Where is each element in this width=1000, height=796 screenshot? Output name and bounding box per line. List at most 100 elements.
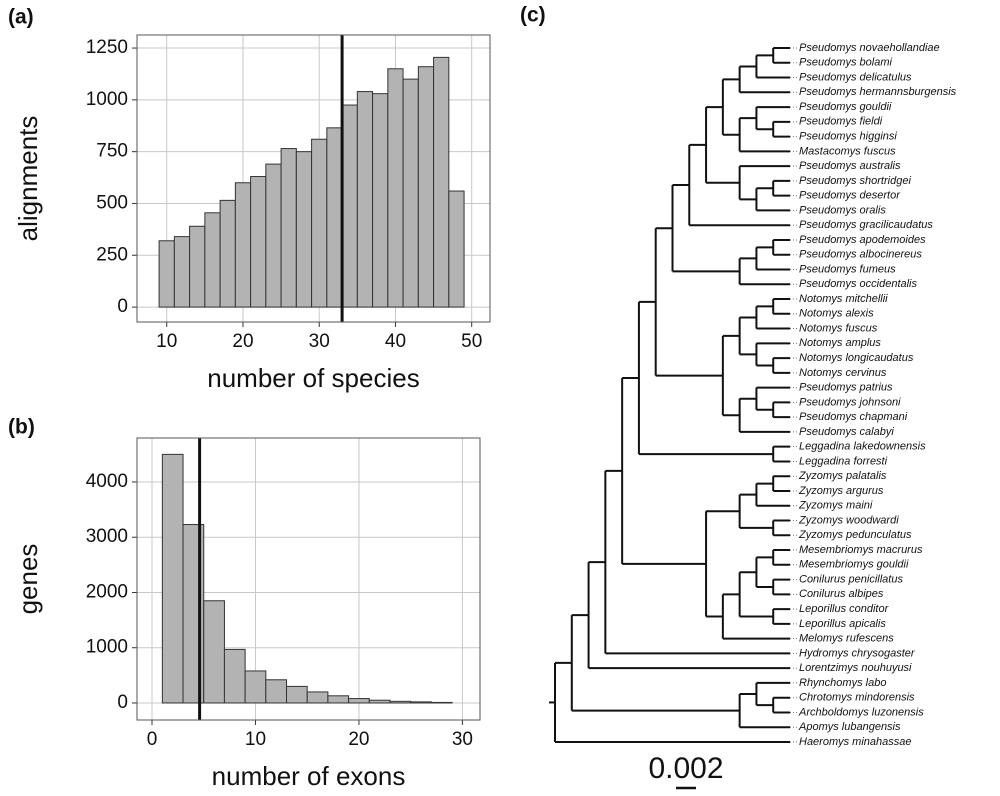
bar xyxy=(387,68,404,308)
panel-label: (a) xyxy=(8,6,34,29)
scale-label: 0.002 xyxy=(648,752,723,785)
leaf-label: Pseudomys albocinereus xyxy=(799,249,922,261)
x-axis-title: number of species xyxy=(207,363,419,393)
leaf-label: Pseudomys chapmani xyxy=(799,411,908,423)
y-tick-label: 0 xyxy=(117,692,128,713)
leaf-label: Notomys alexis xyxy=(799,308,874,320)
x-tick-label: 0 xyxy=(147,729,158,750)
bar xyxy=(234,182,252,308)
bar xyxy=(433,56,450,308)
bar xyxy=(326,127,343,308)
leaf-label: Chrotomys mindorensis xyxy=(799,692,915,704)
bar xyxy=(280,148,297,308)
bar xyxy=(295,151,313,308)
bar xyxy=(327,695,350,704)
leaf-label: Pseudomys apodemoides xyxy=(799,234,926,246)
bar xyxy=(410,701,432,704)
bar xyxy=(173,236,191,308)
leaf-label: Melomys rufescens xyxy=(799,633,894,645)
leaf-label: Pseudomys gouldii xyxy=(799,101,892,113)
leaf-label: Pseudomys occidentalis xyxy=(799,278,918,290)
x-tick-label: 40 xyxy=(385,331,406,352)
leaf-label: Zyzomys palatalis xyxy=(798,470,887,482)
leaf-label: Pseudomys fumeus xyxy=(799,263,896,275)
bar xyxy=(341,104,358,308)
leaf-label: Notomys mitchellii xyxy=(799,293,888,305)
bar xyxy=(203,600,225,704)
leaf-label: Rhynchomys labo xyxy=(799,677,886,689)
leaf-label: Lorentzimys nouhuyusi xyxy=(799,662,912,674)
leaf-label: Pseudomys patrius xyxy=(799,382,893,394)
leaf-label: Leporillus conditor xyxy=(799,603,890,615)
leaf-label: Conilurus penicillatus xyxy=(799,573,903,585)
leaf-label: Pseudomys hermannsburgensis xyxy=(799,86,957,98)
bar xyxy=(402,78,419,308)
plot-border xyxy=(136,437,481,721)
bar xyxy=(161,453,184,704)
leaf-label: Mastacomys fuscus xyxy=(799,145,896,157)
leaf-label: Zyzomys woodwardi xyxy=(798,514,899,526)
y-axis-title: genes xyxy=(13,544,43,615)
bar xyxy=(417,66,435,308)
bar xyxy=(448,190,465,308)
leaf-label: Notomys fuscus xyxy=(799,322,878,334)
x-tick-label: 30 xyxy=(452,729,473,750)
leaf-label: Notomys longicaudatus xyxy=(799,352,914,364)
bar xyxy=(265,163,282,308)
bar xyxy=(430,701,453,704)
leaf-label: Mesembriomys macrurus xyxy=(799,544,923,556)
y-tick-label: 2000 xyxy=(86,581,128,602)
bar xyxy=(368,699,391,704)
leaf-label: Pseudomys delicatulus xyxy=(799,71,912,83)
y-tick-label: 1000 xyxy=(86,637,128,658)
bar xyxy=(348,698,370,704)
y-tick-label: 1250 xyxy=(86,37,128,58)
leaf-label: Pseudomys shortridgei xyxy=(799,175,911,187)
leaf-label: Hydromys chrysogaster xyxy=(799,647,916,659)
bar xyxy=(189,225,206,308)
leaf-label: Pseudomys higginsi xyxy=(799,131,897,143)
leaf-label: Leporillus apicalis xyxy=(799,618,886,630)
plot-border xyxy=(136,34,491,323)
leaf-label: Pseudomys oralis xyxy=(799,204,886,216)
y-axis-title: alignments xyxy=(13,116,43,242)
bar xyxy=(219,199,236,308)
bar xyxy=(204,212,221,308)
x-axis-title: number of exons xyxy=(212,761,406,791)
leaf-label: Pseudomys gracilicaudatus xyxy=(799,219,933,231)
leaf-label: Pseudomys bolami xyxy=(799,57,892,69)
leaf-label: Zyzomys argurus xyxy=(798,485,884,497)
x-tick-label: 20 xyxy=(348,729,369,750)
bar xyxy=(244,670,267,704)
y-tick-label: 1000 xyxy=(86,89,128,110)
leaf-label: Pseudomys johnsoni xyxy=(799,396,901,408)
bar xyxy=(372,93,389,308)
bar xyxy=(265,679,288,704)
bar xyxy=(286,685,308,704)
y-tick-label: 3000 xyxy=(86,526,128,547)
bar xyxy=(250,176,267,308)
leaf-label: Archboldomys luzonensis xyxy=(798,706,924,718)
leaf-label: Pseudomys desertor xyxy=(799,190,901,202)
leaf-label: Pseudomys novaehollandiae xyxy=(799,42,940,54)
leaf-label: Notomys cervinus xyxy=(799,367,887,379)
bar xyxy=(311,138,328,308)
leaf-label: Pseudomys fieldi xyxy=(799,116,883,128)
leaf-label: Haeromys minahassae xyxy=(799,736,912,748)
leaf-label: Leggadina lakedownensis xyxy=(799,441,926,453)
y-tick-label: 4000 xyxy=(86,471,128,492)
leaf-label: Apomys lubangensis xyxy=(798,721,901,733)
leaf-label: Zyzomys pedunculatus xyxy=(798,529,912,541)
leaf-label: Mesembriomys gouldii xyxy=(799,559,909,571)
x-tick-label: 50 xyxy=(461,331,482,352)
y-tick-label: 250 xyxy=(96,244,128,265)
bar xyxy=(356,91,374,308)
x-tick-label: 10 xyxy=(245,729,266,750)
bar xyxy=(306,691,329,704)
leaf-label: Pseudomys australis xyxy=(799,160,901,172)
y-tick-label: 750 xyxy=(96,141,128,162)
panel-label: (b) xyxy=(8,416,35,439)
leaf-label: Leggadina forresti xyxy=(799,455,888,467)
x-tick-label: 20 xyxy=(232,331,253,352)
